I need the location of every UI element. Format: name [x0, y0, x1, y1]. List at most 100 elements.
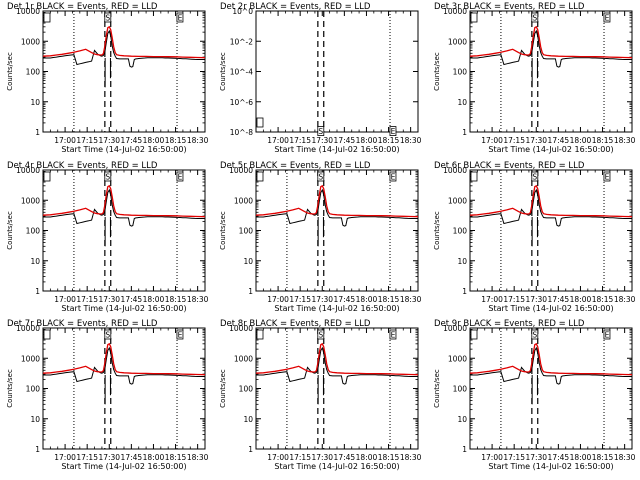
x-tick-label: 18:15: [165, 453, 187, 462]
y-tick-label: 10000: [16, 7, 40, 16]
y-tick-label: 1: [248, 287, 253, 296]
plot-frame: [469, 327, 633, 450]
series-lld-line: [42, 25, 206, 59]
marker-label: E: [178, 331, 183, 340]
x-tick-label: 17:45: [334, 136, 356, 145]
x-tick-label: 17:45: [334, 453, 356, 462]
marker-box: [43, 329, 51, 340]
y-tick-label: 100: [453, 385, 468, 394]
x-tick-label: 18:30: [614, 453, 636, 462]
x-tick-label: 18:30: [187, 295, 209, 304]
x-axis-label: Start Time (14-Jul-02 16:50:00): [488, 462, 613, 471]
x-tick-label: 17:30: [98, 453, 120, 462]
marker-label: E: [605, 173, 610, 182]
marker-label: E: [178, 173, 183, 182]
chart-panel-9: Det 9r BLACK = Events, RED = LLD 1 10 100 10…: [433, 319, 636, 471]
marker-left-edge: [470, 171, 478, 182]
marker-E: E: [176, 171, 184, 182]
x-axis-label: Start Time (14-Jul-02 16:50:00): [61, 145, 186, 154]
plot-frame: [255, 10, 419, 133]
marker-E: E: [603, 329, 611, 340]
y-tick-label: 10000: [443, 7, 467, 16]
y-axis-label: Counts/sec: [433, 369, 441, 408]
x-tick-label: 18:15: [592, 453, 614, 462]
marker-label: S: [532, 173, 537, 182]
chart-title: Det 4r BLACK = Events, RED = LLD: [7, 161, 158, 171]
marker-box: [317, 126, 325, 136]
x-tick-label: 17:30: [311, 295, 333, 304]
marker-S: S: [317, 171, 325, 182]
marker-label: S: [105, 14, 110, 23]
y-tick-label: 100: [26, 68, 41, 77]
series-events-line: [470, 29, 632, 68]
chart-title: Det 8r BLACK = Events, RED = LLD: [220, 319, 371, 329]
y-tick-label: 10000: [16, 324, 40, 333]
x-tick-label: 18:15: [165, 295, 187, 304]
chart-title: Det 9r BLACK = Events, RED = LLD: [434, 319, 585, 329]
x-tick-label: 17:00: [481, 453, 503, 462]
marker-box: [317, 171, 325, 182]
marker-box: [389, 329, 397, 340]
x-tick-label: 17:00: [481, 136, 503, 145]
plot-frame: [469, 169, 633, 292]
y-tick-label: 10: [30, 415, 40, 424]
x-tick-label: 17:15: [503, 295, 525, 304]
marker-box: [470, 12, 478, 23]
series-lld-line: [42, 342, 206, 376]
marker-left-edge: [470, 329, 478, 340]
x-tick-label: 17:00: [54, 453, 76, 462]
marker-box: [256, 117, 264, 128]
chart-panel-5: Det 5r BLACK = Events, RED = LLD 1 10 100 10…: [219, 161, 422, 313]
y-tick-label: 10: [457, 415, 467, 424]
chart-panel-2: Det 2r BLACK = Events, RED = LLD 10^-8 10^…: [219, 2, 422, 154]
x-tick-label: 17:00: [481, 295, 503, 304]
x-tick-label: 18:30: [187, 453, 209, 462]
x-tick-label: 17:15: [289, 453, 311, 462]
y-tick-label: 10: [457, 257, 467, 266]
marker-label: E: [391, 173, 396, 182]
marker-box: [43, 171, 51, 182]
marker-box: [603, 12, 611, 23]
x-tick-label: 18:30: [400, 453, 422, 462]
marker-box: [389, 171, 397, 182]
chart-panel-8: Det 8r BLACK = Events, RED = LLD 1 10 100 10…: [219, 319, 422, 471]
chart-panel-3: Det 3r BLACK = Events, RED = LLD 1 10 100 10…: [433, 2, 636, 154]
marker-label: S: [105, 331, 110, 340]
marker-E: E: [176, 329, 184, 340]
x-tick-label: 17:30: [98, 136, 120, 145]
marker-box: [104, 12, 112, 23]
chart-title: Det 7r BLACK = Events, RED = LLD: [7, 319, 158, 329]
marker-box: [531, 171, 539, 182]
marker-box: [104, 171, 112, 182]
x-tick-label: 18:15: [165, 136, 187, 145]
marker-label: E: [391, 127, 396, 136]
x-tick-label: 18:00: [570, 295, 592, 304]
x-axis-label: Start Time (14-Jul-02 16:50:00): [488, 145, 613, 154]
chart-panel-6: Det 6r BLACK = Events, RED = LLD 1 10 100 10…: [433, 161, 636, 313]
y-tick-label: 10000: [443, 324, 467, 333]
marker-left-edge: [43, 12, 51, 23]
marker-label: E: [391, 331, 396, 340]
y-tick-label: 100: [26, 385, 41, 394]
y-axis-label: Counts/sec: [6, 369, 14, 408]
marker-box: [43, 12, 51, 23]
y-tick-label: 1000: [234, 196, 253, 205]
marker-E: E: [603, 12, 611, 23]
y-tick-label: 10^-8: [230, 128, 254, 137]
x-tick-label: 17:45: [334, 295, 356, 304]
marker-E: E: [176, 12, 184, 23]
x-tick-label: 17:30: [311, 136, 333, 145]
y-axis-label: Counts/sec: [219, 52, 227, 91]
x-tick-label: 17:30: [311, 453, 333, 462]
marker-box: [603, 171, 611, 182]
plot-frame: [42, 327, 206, 450]
y-tick-label: 10000: [443, 166, 467, 175]
marker-S: S: [104, 329, 112, 340]
chart-title: Det 5r BLACK = Events, RED = LLD: [220, 161, 371, 171]
y-tick-label: 100: [453, 227, 468, 236]
marker-label: E: [605, 331, 610, 340]
y-tick-label: 1: [248, 445, 253, 454]
chart-title: Det 6r BLACK = Events, RED = LLD: [434, 161, 585, 171]
marker-left-edge: [256, 171, 264, 182]
marker-box: [531, 12, 539, 23]
